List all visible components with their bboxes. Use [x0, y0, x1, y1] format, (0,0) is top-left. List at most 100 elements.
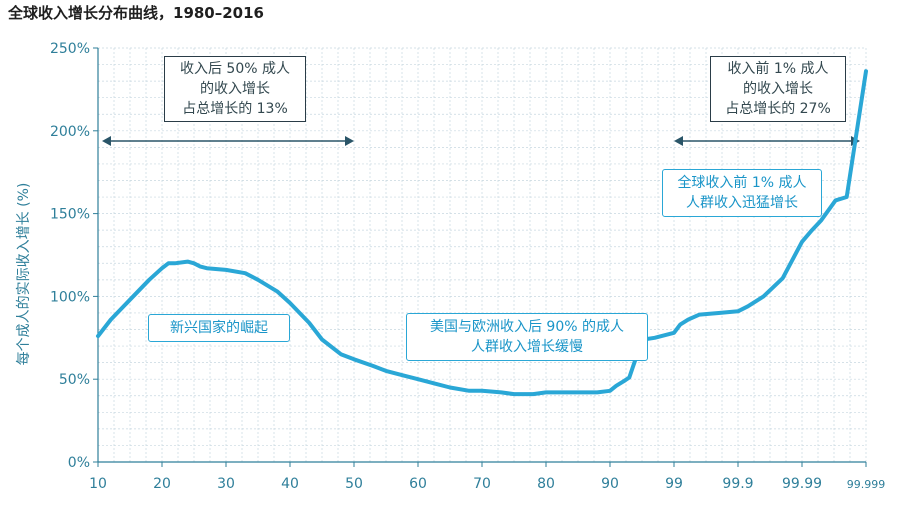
annotation-top-1-line1: 收入前 1% 成人	[727, 61, 829, 77]
data-point	[340, 353, 343, 356]
x-tick-label: 90	[601, 476, 619, 492]
data-point	[372, 365, 375, 367]
data-point	[199, 265, 202, 268]
data-point	[577, 391, 579, 394]
data-point	[653, 337, 656, 339]
data-point	[436, 383, 439, 386]
data-point	[449, 386, 451, 389]
data-point	[417, 378, 419, 381]
x-tick-label: 99.99	[782, 476, 822, 492]
data-point	[500, 391, 503, 394]
y-tick-label: 0%	[68, 455, 90, 471]
x-tick-label: 20	[153, 476, 171, 492]
annotation-top-1-line2: 的收入增长	[743, 81, 813, 97]
data-point	[481, 390, 483, 392]
y-tick-label: 200%	[50, 124, 90, 140]
x-tick-label: 60	[409, 476, 427, 492]
data-point	[186, 260, 189, 263]
data-point	[174, 262, 176, 265]
y-tick-label: 250%	[50, 41, 90, 57]
y-tick-label: 50%	[59, 372, 90, 388]
x-tick-label: 99.9	[722, 476, 753, 492]
data-point	[404, 375, 407, 377]
y-tick-labels: 0% 50% 100% 150% 200% 250%	[50, 41, 98, 471]
data-point	[97, 335, 99, 337]
x-tick-label: 80	[537, 476, 555, 492]
data-point	[865, 70, 867, 72]
data-point	[609, 390, 611, 392]
arrow-head-left	[674, 136, 683, 146]
callout-us-europe-line2: 人群收入增长缓慢	[471, 339, 583, 355]
x-tick-label: 99.999	[847, 478, 886, 491]
data-point	[717, 312, 720, 314]
arrow-bottom-50	[102, 136, 354, 146]
callout-us-europe-line1: 美国与欧洲收入后 90% 的成人	[429, 319, 625, 335]
data-point	[276, 290, 279, 293]
data-point	[781, 277, 784, 280]
arrow-head-left	[102, 136, 111, 146]
arrow-head-right	[345, 136, 354, 146]
data-point	[679, 323, 681, 326]
data-point	[532, 393, 534, 395]
x-tick-label: 30	[217, 476, 235, 492]
data-point	[811, 229, 813, 231]
data-point	[353, 358, 355, 361]
x-tick-label: 99	[665, 476, 683, 492]
data-point	[801, 241, 803, 243]
callout-top-surge-line2: 人群收入迅猛增长	[686, 195, 798, 211]
data-point	[762, 295, 765, 298]
data-point	[161, 267, 163, 270]
annotation-bottom-50-line2: 的收入增长	[200, 81, 270, 97]
data-point	[845, 196, 848, 198]
chart-title: 全球收入增长分布曲线，1980–2016	[8, 4, 264, 22]
data-point	[289, 302, 291, 304]
data-point	[628, 376, 631, 379]
data-point	[623, 380, 625, 382]
y-tick-label: 100%	[50, 289, 90, 305]
data-point	[206, 267, 208, 270]
data-point	[244, 272, 246, 275]
y-axis-label: 每个成人的实际收入增长 (%)	[16, 183, 32, 366]
x-tick-label: 70	[473, 476, 491, 492]
data-point	[110, 318, 112, 321]
data-point	[148, 279, 150, 281]
data-point	[321, 338, 323, 341]
callout-top-surge-line1: 全球收入前 1% 成人	[677, 175, 807, 191]
arrow-top-1	[674, 136, 860, 146]
data-point	[129, 298, 131, 301]
series-layer	[96, 69, 868, 397]
annotation-bottom-50-line3: 占总增长的 13%	[182, 101, 288, 117]
data-point	[698, 313, 701, 316]
data-point	[673, 332, 675, 334]
annotation-top-1-line3: 占总增长的 27%	[725, 101, 831, 117]
annotation-bottom-50: 收入后 50% 成人 的收入增长 占总增长的 13%	[164, 56, 306, 122]
callout-top-surge: 全球收入前 1% 成人 人群收入迅猛增长	[662, 169, 822, 217]
callout-emerging-economies: 新兴国家的崛起	[148, 314, 290, 342]
data-point	[687, 318, 689, 321]
x-tick-label: 40	[281, 476, 299, 492]
data-point	[820, 219, 823, 221]
data-point	[193, 262, 195, 265]
data-point	[308, 322, 311, 324]
data-point	[468, 390, 471, 392]
annotation-top-1: 收入前 1% 成人 的收入增长 占总增长的 27%	[710, 56, 846, 122]
range-arrows	[102, 136, 860, 146]
callout-us-europe: 美国与欧洲收入后 90% 的成人 人群收入增长缓慢	[406, 313, 648, 361]
y-tick-label: 150%	[50, 207, 90, 223]
x-tick-labels: 10 20 30 40 50 60 70 80 90 99 99.9 99.99 99.999	[89, 462, 885, 492]
x-tick-label: 50	[345, 476, 363, 492]
callout-emerging-line1: 新兴国家的崛起	[170, 320, 268, 336]
x-tick-label: 10	[89, 476, 107, 492]
data-point	[737, 310, 739, 313]
data-point	[747, 305, 749, 308]
data-point	[596, 391, 598, 394]
data-point	[257, 279, 259, 281]
data-point	[558, 391, 560, 394]
data-point	[834, 199, 837, 202]
data-point	[167, 262, 170, 265]
data-point	[385, 370, 387, 372]
data-point	[545, 391, 547, 394]
annotation-bottom-50-line1: 收入后 50% 成人	[179, 61, 291, 77]
data-point	[513, 393, 515, 395]
data-point	[225, 269, 227, 271]
